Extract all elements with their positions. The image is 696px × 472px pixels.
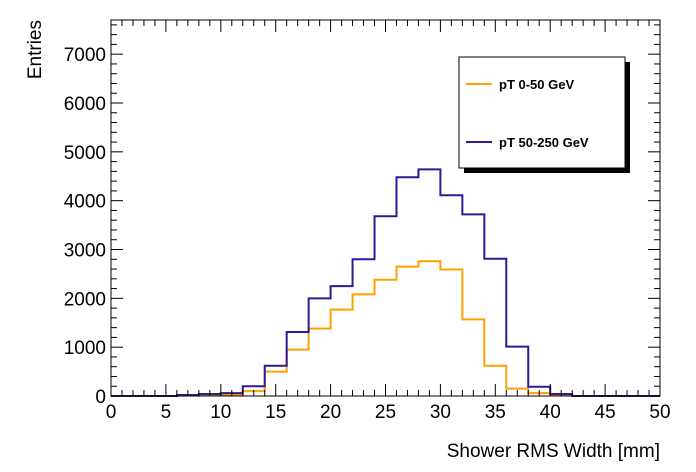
x-tick-label: 0 — [106, 402, 117, 423]
x-tick-label: 15 — [265, 402, 286, 423]
legend-box — [458, 56, 626, 169]
y-tick-label: 4000 — [64, 192, 106, 213]
series-layer — [111, 168, 660, 397]
x-tick-label: 5 — [161, 402, 172, 423]
x-tick-label: 25 — [375, 402, 396, 423]
legend-label-0: pT 0-50 GeV — [499, 77, 574, 92]
y-tick-label: 5000 — [64, 143, 106, 164]
legend-label-1: pT 50-250 GeV — [499, 135, 589, 150]
x-tick-label: 30 — [430, 402, 451, 423]
legend: pT 0-50 GeV pT 50-250 GeV — [458, 56, 630, 173]
y-tick-label: 2000 — [64, 289, 106, 310]
y-tick-label: 0 — [95, 387, 106, 408]
tick-labels-layer: 0 5 10 15 20 25 30 35 40 45 50 0 1000 2000 3000 4000 500… — [64, 45, 671, 423]
y-tick-label: 7000 — [64, 45, 106, 66]
x-tick-label: 50 — [649, 402, 670, 423]
x-tick-label: 45 — [595, 402, 616, 423]
series-line-1 — [111, 168, 660, 397]
series-line-0 — [111, 260, 660, 397]
y-tick-label: 3000 — [64, 241, 106, 262]
y-tick-label: 6000 — [64, 94, 106, 115]
y-tick-label: 1000 — [64, 338, 106, 359]
x-tick-label: 35 — [485, 402, 506, 423]
x-tick-label: 10 — [210, 402, 231, 423]
ticks-layer — [110, 20, 661, 397]
y-axis-title: Entries — [25, 20, 46, 79]
x-axis-title: Shower RMS Width [mm] — [447, 441, 660, 462]
x-tick-label: 40 — [540, 402, 561, 423]
x-tick-label: 20 — [320, 402, 341, 423]
